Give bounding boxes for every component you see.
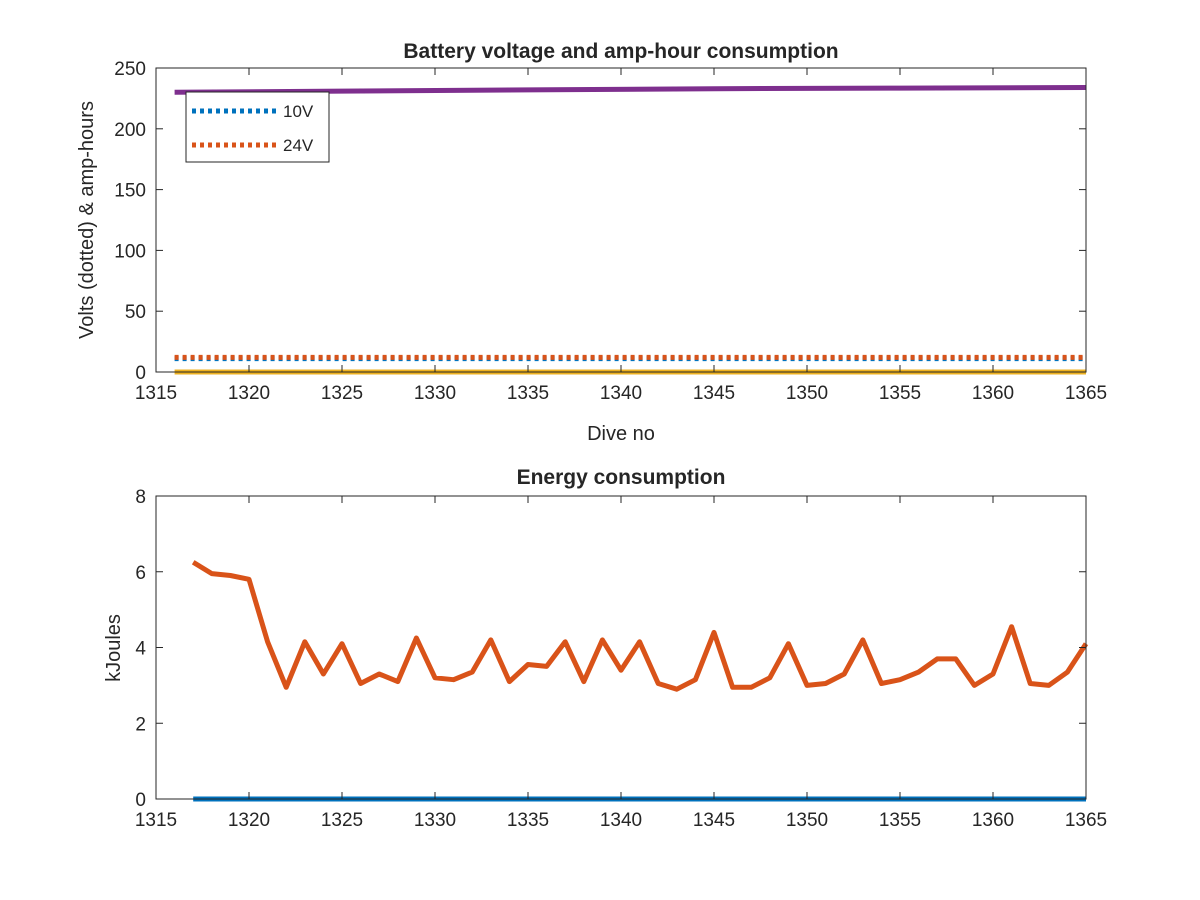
- voltage-legend-label-10v: 10V: [283, 102, 314, 121]
- energy-y-tick-label: 6: [135, 563, 146, 584]
- voltage-x-tick-label: 1330: [414, 383, 456, 404]
- voltage-x-tick-label: 1350: [786, 383, 828, 404]
- voltage-y-tick-label: 50: [125, 302, 146, 323]
- energy-x-tick-label: 1330: [414, 810, 456, 831]
- energy-chart-title: Energy consumption: [517, 466, 726, 489]
- energy-subplot: Energy consumption kJoules 1315 1320 1325 1…: [103, 466, 1107, 831]
- energy-x-tick-label: 1325: [321, 810, 363, 831]
- voltage-x-axis-label: Dive no: [587, 423, 655, 445]
- energy-y-tick-label: 2: [135, 714, 146, 735]
- voltage-x-tick-label: 1320: [228, 383, 270, 404]
- voltage-legend-box: [185, 91, 330, 163]
- energy-y-tick-label: 0: [135, 790, 146, 811]
- energy-x-tick-label: 1355: [879, 810, 921, 831]
- energy-x-tick-label: 1340: [600, 810, 642, 831]
- voltage-x-tick-label: 1355: [879, 383, 921, 404]
- voltage-x-tick-label: 1360: [972, 383, 1014, 404]
- energy-y-axis-label: kJoules: [103, 614, 125, 682]
- energy-x-tick-label: 1320: [228, 810, 270, 831]
- energy-plot-area: 1315 1320 1325 1330 1335 1340 1345 1350 1355 1360…: [135, 487, 1107, 831]
- voltage-series-3-line: [174, 85, 1087, 95]
- energy-x-tick-label: 1365: [1065, 810, 1107, 831]
- voltage-x-tick-label: 1315: [135, 383, 177, 404]
- voltage-legend: 10V 24V: [185, 91, 330, 163]
- energy-y-tick-label: 8: [135, 487, 146, 508]
- voltage-chart-title: Battery voltage and amp-hour consumption: [403, 40, 838, 63]
- energy-x-tick-label: 1335: [507, 810, 549, 831]
- energy-x-tick-label: 1315: [135, 810, 177, 831]
- voltage-x-tick-label: 1340: [600, 383, 642, 404]
- voltage-y-axis-label: Volts (dotted) & amp-hours: [76, 101, 98, 339]
- energy-x-tick-label: 1345: [693, 810, 735, 831]
- voltage-plot-area: 1315 1320 1325 1330 1335 1340 1345 1350 1355 1360…: [114, 59, 1107, 404]
- energy-x-tick-label: 1360: [972, 810, 1014, 831]
- voltage-y-tick-label: 100: [114, 241, 146, 262]
- energy-y-tick-label: 4: [135, 639, 146, 660]
- energy-x-tick-label: 1350: [786, 810, 828, 831]
- voltage-y-tick-label: 250: [114, 59, 146, 80]
- voltage-legend-label-24v: 24V: [283, 136, 314, 155]
- voltage-x-tick-label: 1335: [507, 383, 549, 404]
- voltage-y-tick-label: 150: [114, 181, 146, 202]
- voltage-x-tick-label: 1365: [1065, 383, 1107, 404]
- voltage-y-tick-label: 0: [135, 363, 146, 384]
- voltage-y-tick-label: 200: [114, 120, 146, 141]
- voltage-x-tick-label: 1345: [693, 383, 735, 404]
- voltage-subplot: Battery voltage and amp-hour consumption…: [76, 40, 1107, 445]
- energy-series-1-line: [191, 560, 1089, 692]
- voltage-x-tick-label: 1325: [321, 383, 363, 404]
